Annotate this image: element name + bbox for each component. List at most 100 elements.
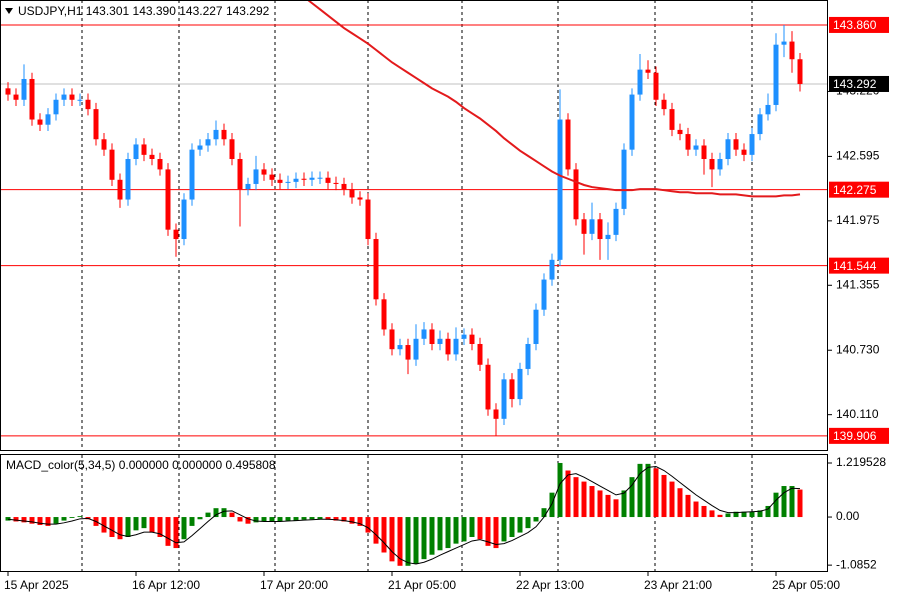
macd-bar (429, 517, 435, 555)
y-tick-label: 141.355 (836, 277, 880, 291)
candle-body (493, 409, 499, 419)
candle-body (413, 338, 419, 360)
macd-bar (181, 517, 187, 540)
candle-body (701, 145, 707, 160)
macd-bar (701, 505, 707, 518)
y-tick-label: -1.0852 (836, 557, 877, 571)
price-title: USDJPY,H1 143.301 143.390 143.227 143.29… (18, 4, 270, 18)
candle-body (357, 197, 363, 200)
candle-body (397, 345, 403, 350)
level-label-box (829, 257, 889, 274)
macd-bar (277, 517, 283, 522)
candle-body (709, 159, 715, 170)
candle-body (165, 169, 171, 230)
candle-body (101, 139, 107, 150)
y-tick-label: 140.730 (836, 342, 880, 356)
macd-bar (661, 474, 667, 518)
macd-bar (213, 508, 219, 518)
candle-body (525, 343, 531, 369)
candle-body (141, 144, 147, 155)
candle-body (245, 183, 251, 190)
macd-bar (629, 477, 635, 518)
candle-body (421, 329, 427, 339)
moving-average (306, 0, 801, 198)
macd-bar (469, 517, 475, 537)
macd-bar (637, 463, 643, 518)
candle-body (293, 178, 299, 182)
macd-bar (485, 517, 491, 546)
x-tick-label: 21 Apr 05:00 (388, 578, 456, 592)
macd-bar (693, 501, 699, 518)
candle-body (693, 145, 699, 150)
level-label: 141.544 (833, 259, 877, 273)
candle-body (13, 94, 19, 100)
candle-body (333, 182, 339, 184)
candle-body (45, 114, 51, 125)
macd-bar (53, 517, 59, 524)
macd-bar (125, 517, 131, 537)
macd-bar (525, 517, 531, 529)
macd-bar (669, 481, 675, 518)
macd-bar (653, 468, 659, 518)
candle-body (277, 179, 283, 183)
macd-bar (13, 517, 19, 522)
candle-body (173, 229, 179, 240)
macd-bar (453, 517, 459, 544)
x-tick-label: 16 Apr 12:00 (132, 578, 200, 592)
macd-pane-border (0, 454, 828, 572)
macd-bar (165, 517, 171, 546)
macd-bar (613, 499, 619, 518)
candle-body (509, 379, 515, 400)
candle-body (741, 149, 747, 155)
macd-bar (477, 517, 483, 540)
candle-body (589, 219, 595, 234)
macd-bar (157, 517, 163, 537)
macd-bar (757, 510, 763, 518)
macd-bar (381, 517, 387, 553)
candle-body (749, 134, 755, 155)
macd-bar (765, 505, 771, 518)
macd-bar (37, 517, 43, 526)
macd-bar (389, 517, 395, 562)
candle-body (373, 239, 379, 300)
macd-bar (549, 492, 555, 518)
macd-bar (349, 517, 355, 524)
candle-body (37, 119, 43, 125)
y-tick-label: 1.219528 (836, 455, 886, 469)
candle-body (381, 299, 387, 330)
macd-bar (437, 517, 443, 551)
macd-bar (725, 513, 731, 518)
y-tick-label: 142.595 (836, 149, 880, 163)
candle-body (285, 181, 291, 183)
candle-body (717, 159, 723, 170)
macd-bar (397, 517, 403, 566)
macd-bar (109, 517, 115, 537)
macd-bar (501, 517, 507, 542)
candle-body (733, 139, 739, 150)
candle-body (197, 145, 203, 150)
last-price-box (829, 75, 889, 92)
macd-bar (237, 517, 243, 522)
candle-body (325, 177, 331, 183)
macd-bar (189, 517, 195, 526)
candle-body (477, 343, 483, 365)
candle-body (157, 159, 163, 170)
candle-body (677, 129, 683, 135)
macd-bar (317, 517, 323, 520)
x-tick-label: 23 Apr 21:00 (644, 578, 712, 592)
macd-bar (589, 486, 595, 518)
macd-bar (493, 517, 499, 549)
macd-bar (405, 517, 411, 566)
collapse-arrow[interactable] (5, 8, 13, 14)
candle-body (773, 44, 779, 105)
candle-body (517, 368, 523, 400)
candle-body (781, 41, 787, 45)
level-label: 139.906 (833, 429, 877, 443)
macd-bar (285, 517, 291, 521)
macd-bar (5, 517, 11, 521)
x-tick-label: 15 Apr 2025 (4, 578, 69, 592)
candle-body (85, 99, 91, 110)
y-tick-label: 0.00 (836, 509, 860, 523)
macd-bar (197, 517, 203, 520)
